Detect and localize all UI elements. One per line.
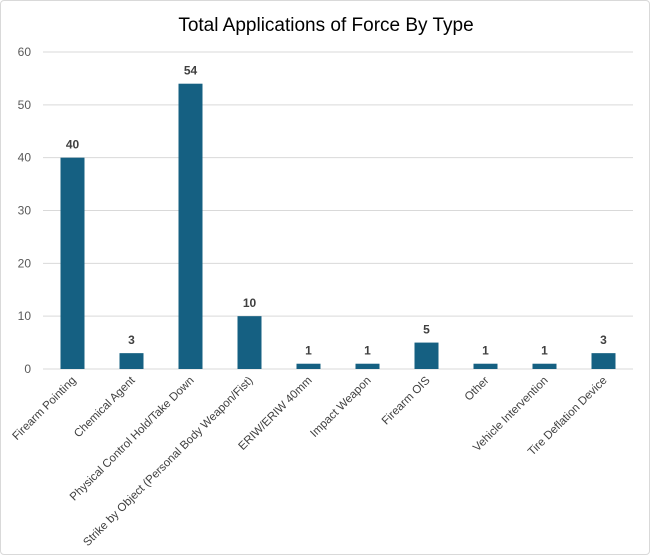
y-tick-label: 10 xyxy=(18,309,32,323)
bar xyxy=(473,363,498,369)
y-tick-label: 60 xyxy=(18,45,32,59)
gridlines xyxy=(43,51,633,370)
bar xyxy=(119,353,144,369)
bar xyxy=(178,83,203,369)
data-label: 54 xyxy=(184,64,198,78)
bar xyxy=(532,363,557,369)
x-tick-label: Physical Control Hold/Take Down xyxy=(68,375,197,504)
bar xyxy=(296,363,321,369)
x-tick-label: Firearm OIS xyxy=(380,374,433,427)
data-label: 3 xyxy=(128,333,135,347)
y-tick-label: 30 xyxy=(18,204,32,218)
data-label: 1 xyxy=(482,344,489,358)
y-tick-label: 50 xyxy=(18,98,32,112)
bars xyxy=(60,83,616,369)
bar xyxy=(591,353,616,369)
x-tick-label: Firearm Pointing xyxy=(10,375,78,443)
bar xyxy=(355,363,380,369)
data-label: 5 xyxy=(423,323,430,337)
data-label: 1 xyxy=(305,344,312,358)
data-label: 1 xyxy=(541,344,548,358)
data-label: 10 xyxy=(243,296,257,310)
x-tick-label: Chemical Agent xyxy=(72,374,138,440)
bar xyxy=(237,316,262,369)
chart-title: Total Applications of Force By Type xyxy=(178,15,473,36)
y-tick-label: 20 xyxy=(18,256,32,270)
data-labels: 40 3 54 10 1 1 5 1 1 3 xyxy=(66,64,607,358)
data-label: 1 xyxy=(364,344,371,358)
data-label: 40 xyxy=(66,138,80,152)
x-tick-label: Other xyxy=(463,375,492,404)
bar xyxy=(414,342,439,369)
bar xyxy=(60,157,85,369)
y-tick-label: 40 xyxy=(18,151,32,165)
x-tick-label: Impact Weapon xyxy=(308,375,373,440)
y-axis-ticks: 0 10 20 30 40 50 60 xyxy=(18,45,32,376)
data-label: 3 xyxy=(600,333,607,347)
y-tick-label: 0 xyxy=(24,362,31,376)
